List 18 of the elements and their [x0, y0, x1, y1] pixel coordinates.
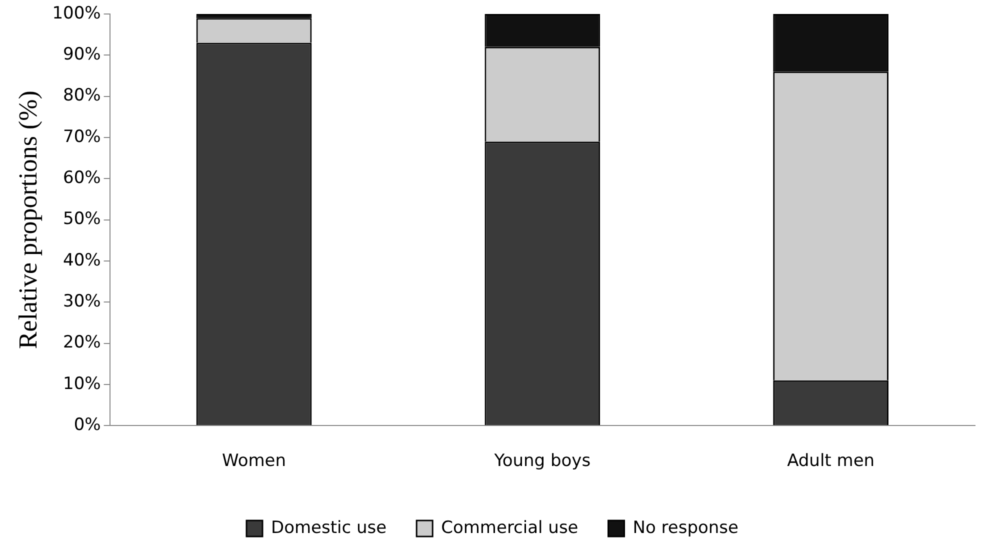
y-tick-label: 30%: [63, 292, 101, 312]
y-tick-label: 20%: [63, 332, 101, 353]
legend-label: No response: [632, 518, 739, 538]
y-tick-label: 40%: [63, 250, 101, 270]
y-tick-label: 10%: [63, 374, 101, 394]
y-axis-title: Relative proportions (%): [13, 90, 42, 350]
x-tick-label: Young boys: [493, 451, 591, 472]
y-tick-label: 90%: [63, 44, 101, 65]
y-tick-label: 70%: [63, 126, 101, 147]
y-tick-label: 100%: [52, 3, 101, 24]
legend-label: Domestic use: [271, 518, 387, 538]
legend-label: Commercial use: [441, 518, 578, 538]
x-tick-label: Women: [222, 451, 286, 472]
y-tick-label: 0%: [74, 415, 101, 436]
x-tick-label: Adult men: [787, 451, 875, 472]
y-tick-label: 60%: [63, 168, 101, 188]
y-tick-label: 50%: [63, 209, 101, 230]
y-tick-label: 80%: [63, 86, 101, 106]
